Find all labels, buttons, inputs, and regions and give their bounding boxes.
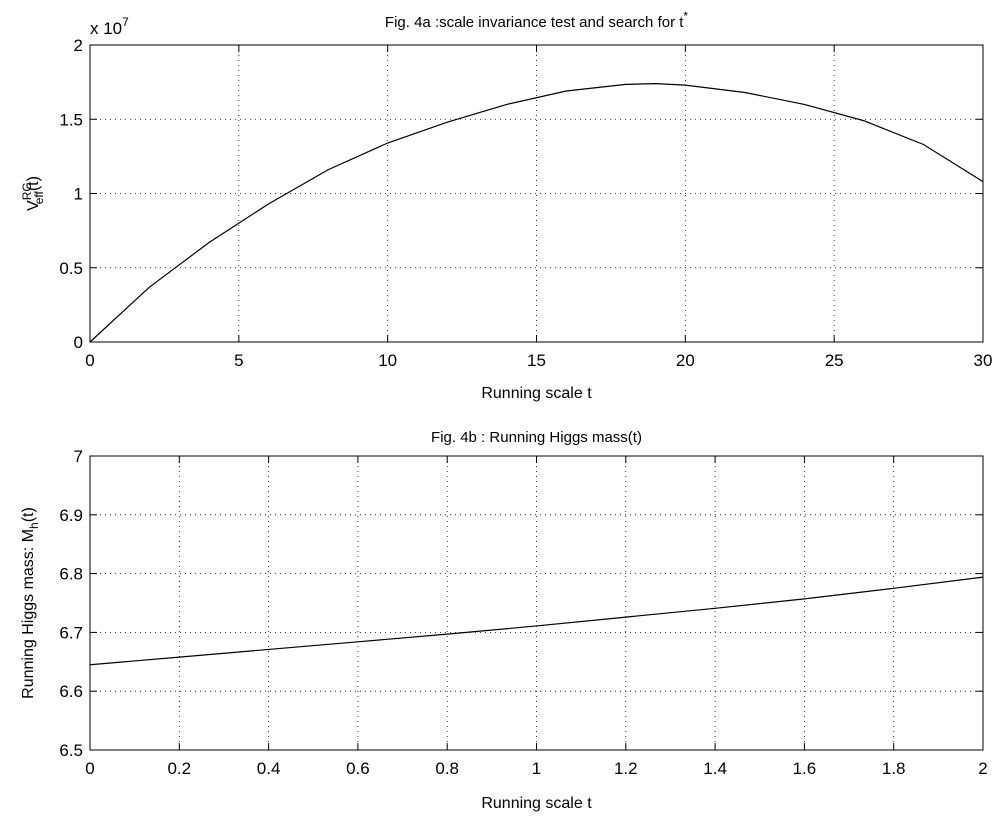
x-tick-label: 1 bbox=[532, 759, 541, 778]
y-axis-label-main: V bbox=[25, 200, 42, 211]
y-axis-label-subscript: eff bbox=[32, 190, 46, 204]
chart-title: Fig. 4b : Running Higgs mass(t) bbox=[431, 429, 642, 446]
y-axis-label-main: Running Higgs mass: M bbox=[20, 529, 37, 699]
y-axis-label: VRGeff(t) bbox=[20, 176, 46, 211]
y-axis-label-suffix: (t) bbox=[20, 507, 37, 522]
x-axis-label: Running scale t bbox=[481, 385, 592, 402]
x-tick-label: 0.2 bbox=[167, 759, 191, 778]
x-tick-label: 15 bbox=[527, 351, 546, 370]
chart-title-superscript: * bbox=[683, 9, 688, 23]
y-tick-label: 0.5 bbox=[59, 259, 83, 278]
y-tick-label: 2 bbox=[74, 36, 83, 55]
series-line bbox=[89, 576, 984, 666]
y-axis-label-subscript: h bbox=[27, 522, 41, 529]
y-tick-label: 6.7 bbox=[59, 623, 83, 642]
x-tick-label: 1.4 bbox=[703, 759, 727, 778]
x-tick-label: 0.6 bbox=[346, 759, 370, 778]
y-tick-label: 0 bbox=[74, 333, 83, 352]
x-tick-label: 1.6 bbox=[793, 759, 817, 778]
chart-title: Fig. 4a :scale invariance test and searc… bbox=[385, 9, 688, 31]
x-tick-label: 10 bbox=[378, 351, 397, 370]
chart-title-text: Fig. 4b : Running Higgs mass(t) bbox=[431, 429, 642, 446]
y-axis-multiplier-exponent: 7 bbox=[122, 15, 129, 29]
x-tick-label: 20 bbox=[676, 351, 695, 370]
x-tick-label: 2 bbox=[978, 759, 987, 778]
y-tick-label: 7 bbox=[74, 447, 83, 466]
x-tick-label: 30 bbox=[974, 351, 993, 370]
x-axis-label: Running scale t bbox=[481, 795, 592, 812]
plot-area bbox=[89, 455, 984, 751]
x-tick-label: 1.2 bbox=[614, 759, 638, 778]
x-tick-label: 0.8 bbox=[435, 759, 459, 778]
x-tick-label: 5 bbox=[234, 351, 243, 370]
y-axis-multiplier-base: x 10 bbox=[90, 19, 122, 38]
chart-fig-4b: 0 0.2 0.4 0.6 0.8 1 1.2 1.4 1.6 1.8 2 6.5 6.6 6.7 6.8 6… bbox=[20, 429, 988, 812]
plot-area bbox=[89, 44, 984, 343]
x-tick-label: 1.8 bbox=[882, 759, 906, 778]
y-tick-label: 1 bbox=[74, 185, 83, 204]
chart-title-text: Fig. 4a :scale invariance test and searc… bbox=[385, 14, 684, 31]
x-tick-label: 0 bbox=[85, 759, 94, 778]
y-tick-label: 6.6 bbox=[59, 682, 83, 701]
x-tick-label: 25 bbox=[825, 351, 844, 370]
y-tick-label: 6.8 bbox=[59, 565, 83, 584]
y-axis-multiplier: x 107 bbox=[90, 15, 129, 38]
series-line bbox=[89, 83, 984, 343]
x-tick-label: 0 bbox=[85, 351, 94, 370]
y-tick-label: 6.5 bbox=[59, 741, 83, 760]
chart-fig-4a: 0 5 10 15 20 25 30 0 0.5 1 1.5 2 Fig. 4a :scale inva… bbox=[20, 9, 992, 402]
y-tick-label: 6.9 bbox=[59, 506, 83, 525]
x-tick-label: 0.4 bbox=[257, 759, 281, 778]
y-axis-label-suffix: (t) bbox=[25, 176, 42, 191]
y-axis-label-superscript: RG bbox=[20, 182, 34, 200]
y-axis-label: Running Higgs mass: Mh(t) bbox=[20, 507, 41, 699]
y-tick-label: 1.5 bbox=[59, 110, 83, 129]
